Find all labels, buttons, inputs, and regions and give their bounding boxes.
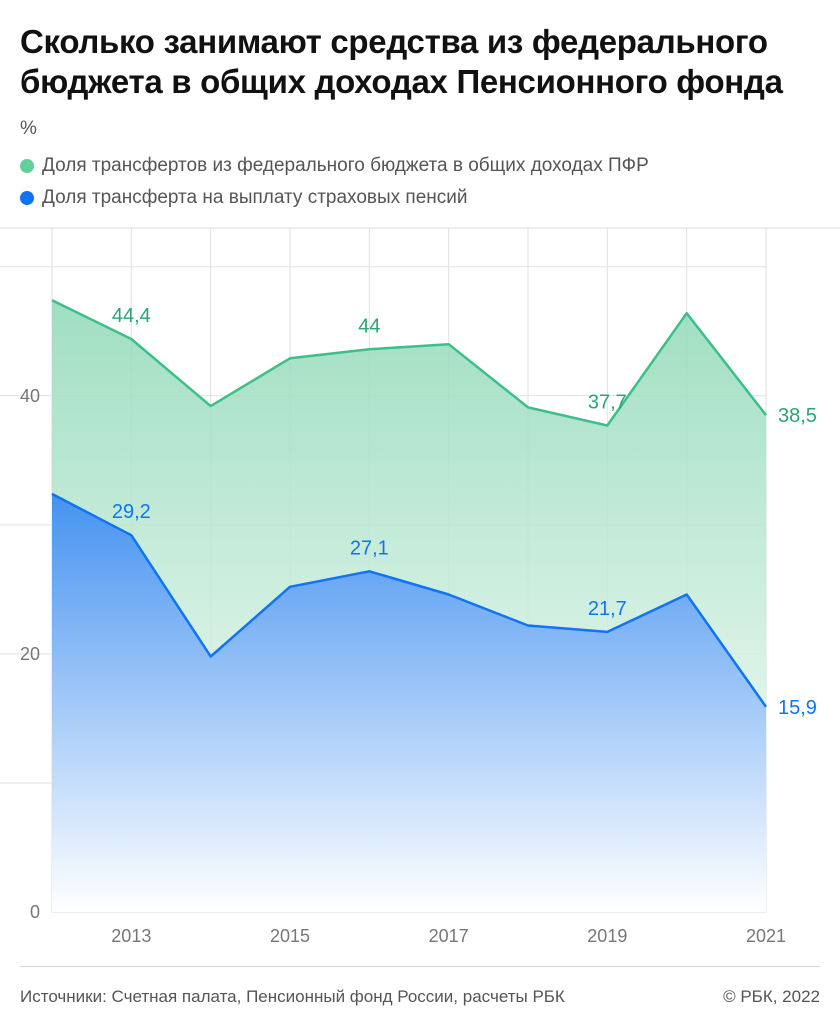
y-tick-label: 40 xyxy=(20,386,40,406)
line-federal-transfers xyxy=(51,299,767,427)
legend-label-insurance-pensions: Доля трансферта на выплату страховых пен… xyxy=(42,187,468,208)
lines xyxy=(51,299,768,708)
source-note: Источники: Счетная палата, Пенсионный фо… xyxy=(20,987,565,1006)
unit-label: % xyxy=(20,118,37,139)
y-tick-label: 0 xyxy=(30,902,40,922)
copyright: © РБК, 2022 xyxy=(723,987,820,1006)
x-tick-label: 2015 xyxy=(270,926,310,946)
area-insurance-pensions xyxy=(52,493,766,912)
data-label-federal-transfers: 38,5 xyxy=(778,405,817,427)
data-label-insurance-pensions: 15,9 xyxy=(778,697,817,719)
legend-label-federal-transfers: Доля трансфертов из федерального бюджета… xyxy=(42,155,649,176)
data-label-insurance-pensions: 27,1 xyxy=(350,537,389,559)
x-axis: 2013 2015 2017 2019 2021 xyxy=(111,926,786,946)
area-chart: 0 20 40 2013 2015 2017 2019 2021 44,4 44 37,7 38,… xyxy=(0,227,840,946)
legend-item-federal-transfers: Доля трансфертов из федерального бюджета… xyxy=(20,150,649,182)
chart-title: Сколько занимают средства из федеральног… xyxy=(20,23,783,100)
data-label-federal-transfers: 44,4 xyxy=(112,305,151,327)
data-label-insurance-pensions: 29,2 xyxy=(112,501,151,523)
data-labels: 44,4 44 37,7 38,5 29,2 27,1 21,7 15,9 xyxy=(112,305,817,719)
legend: Доля трансфертов из федерального бюджета… xyxy=(20,150,649,214)
data-label-federal-transfers: 37,7 xyxy=(588,391,627,413)
x-tick-label: 2017 xyxy=(429,926,469,946)
legend-dot-green xyxy=(20,159,34,173)
x-tick-label: 2013 xyxy=(111,926,151,946)
footer-divider xyxy=(20,966,820,967)
legend-item-insurance-pensions: Доля трансферта на выплату страховых пен… xyxy=(20,182,649,214)
x-tick-label: 2019 xyxy=(587,926,627,946)
legend-dot-blue xyxy=(20,191,34,205)
data-label-insurance-pensions: 21,7 xyxy=(588,598,627,620)
line-insurance-pensions xyxy=(51,492,768,708)
data-label-federal-transfers: 44 xyxy=(358,315,380,337)
y-axis: 0 20 40 xyxy=(20,386,40,922)
x-tick-label: 2021 xyxy=(746,926,786,946)
areas xyxy=(52,300,766,912)
y-tick-label: 20 xyxy=(20,644,40,664)
